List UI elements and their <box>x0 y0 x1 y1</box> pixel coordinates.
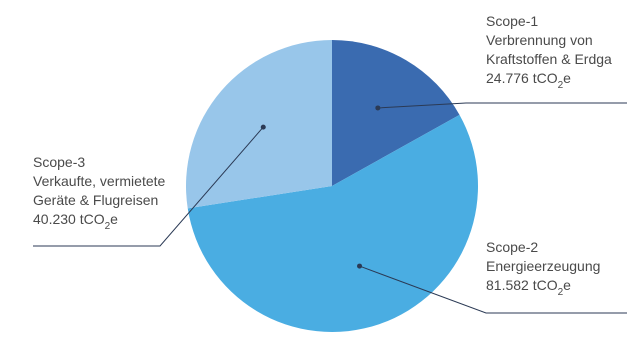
leader-dot-scope-1 <box>375 105 381 111</box>
label-scope-1-value-suffix: e <box>563 70 571 86</box>
label-scope-3-title: Scope-3 <box>33 154 86 170</box>
pie-slice-scope-1 <box>332 40 460 186</box>
label-scope-1-value: 24.776 tCO2e <box>486 69 612 91</box>
pie-slice-scope-3 <box>186 40 332 209</box>
label-scope-2: Scope-2 Energieerzeugung 81.582 tCO2e <box>486 238 601 298</box>
label-scope-3: Scope-3 Verkaufte, vermietete Geräte & F… <box>33 153 166 232</box>
label-scope-1-desc-line1: Verbrennung von <box>486 32 593 48</box>
label-scope-2-value-text: 81.582 tCO <box>486 277 558 293</box>
label-scope-3-value: 40.230 tCO2e <box>33 210 165 232</box>
leader-dot-scope-2 <box>357 263 363 269</box>
leader-lines <box>33 102 627 314</box>
pie-slices <box>186 40 479 332</box>
leader-line-scope-3 <box>33 126 264 247</box>
label-scope-3-desc-line2: Geräte & Flugreisen <box>33 192 159 208</box>
pie-slice-scope-2 <box>187 114 479 332</box>
label-scope-3-value-suffix: e <box>110 211 118 227</box>
label-scope-1-value-sub: 2 <box>557 79 564 91</box>
leader-line-scope-2 <box>359 265 627 314</box>
label-scope-2-value-suffix: e <box>563 277 571 293</box>
leader-line-scope-1 <box>377 102 627 109</box>
label-scope-1-value-text: 24.776 tCO <box>486 70 558 86</box>
label-scope-3-desc-line1: Verkaufte, vermietete <box>33 173 166 189</box>
label-scope-2-value-sub: 2 <box>557 286 564 298</box>
label-scope-1-desc-line2: Kraftstoffen & Erdga <box>486 51 612 67</box>
label-scope-3-value-text: 40.230 tCO <box>33 211 105 227</box>
label-scope-1: Scope-1 Verbrennung von Kraftstoffen & E… <box>486 12 612 91</box>
label-scope-1-title: Scope-1 <box>486 13 539 29</box>
label-scope-3-value-sub: 2 <box>104 220 111 232</box>
label-scope-2-value: 81.582 tCO2e <box>486 276 600 298</box>
label-scope-2-title: Scope-2 <box>486 239 539 255</box>
label-scope-2-desc: Energieerzeugung <box>486 258 601 274</box>
leader-dot-scope-3 <box>260 124 266 130</box>
